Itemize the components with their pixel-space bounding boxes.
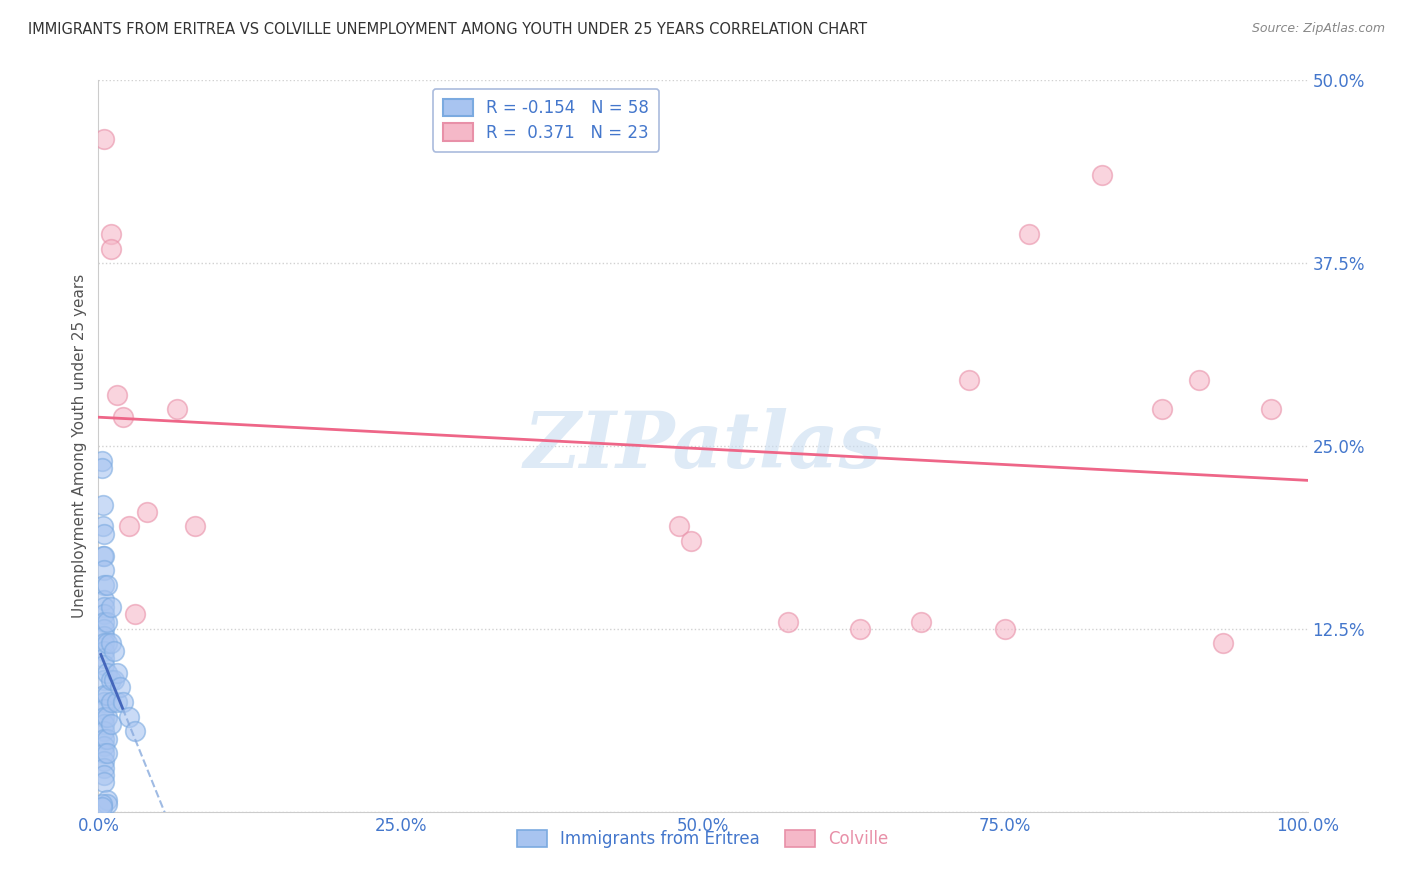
Point	[93, 724, 115, 739]
Point	[93, 746, 115, 760]
Point	[93, 622, 115, 636]
Point	[91, 797, 114, 812]
Point	[91, 800, 114, 814]
Point	[93, 731, 115, 746]
Point	[96, 636, 118, 650]
Point	[135, 505, 157, 519]
Point	[93, 549, 115, 563]
Point	[849, 622, 872, 636]
Point	[93, 775, 115, 789]
Point	[100, 673, 122, 687]
Point	[93, 615, 115, 629]
Point	[994, 622, 1017, 636]
Text: IMMIGRANTS FROM ERITREA VS COLVILLE UNEMPLOYMENT AMONG YOUTH UNDER 25 YEARS CORR: IMMIGRANTS FROM ERITREA VS COLVILLE UNEM…	[28, 22, 868, 37]
Point	[96, 709, 118, 723]
Point	[93, 636, 115, 650]
Point	[96, 746, 118, 760]
Point	[910, 615, 932, 629]
Point	[96, 797, 118, 812]
Point	[93, 761, 115, 775]
Point	[184, 519, 207, 533]
Point	[93, 688, 115, 702]
Point	[91, 461, 114, 475]
Point	[91, 519, 114, 533]
Point	[100, 242, 122, 256]
Point	[1212, 636, 1234, 650]
Y-axis label: Unemployment Among Youth under 25 years: Unemployment Among Youth under 25 years	[72, 274, 87, 618]
Point	[93, 599, 115, 614]
Point	[100, 695, 122, 709]
Point	[93, 651, 115, 665]
Point	[124, 724, 146, 739]
Point	[111, 409, 134, 424]
Text: Source: ZipAtlas.com: Source: ZipAtlas.com	[1251, 22, 1385, 36]
Point	[105, 388, 128, 402]
Legend: Immigrants from Eritrea, Colville: Immigrants from Eritrea, Colville	[510, 823, 896, 855]
Point	[93, 578, 115, 592]
Point	[1152, 402, 1174, 417]
Point	[679, 534, 702, 549]
Point	[103, 644, 125, 658]
Point	[100, 599, 122, 614]
Point	[96, 665, 118, 680]
Point	[118, 709, 141, 723]
Point	[1260, 402, 1282, 417]
Point	[93, 717, 115, 731]
Point	[100, 227, 122, 241]
Point	[111, 695, 134, 709]
Point	[96, 731, 118, 746]
Point	[776, 615, 799, 629]
Point	[96, 578, 118, 592]
Point	[91, 498, 114, 512]
Point	[93, 695, 115, 709]
Point	[105, 665, 128, 680]
Point	[668, 519, 690, 533]
Point	[93, 739, 115, 753]
Point	[118, 519, 141, 533]
Point	[108, 681, 131, 695]
Point	[100, 636, 122, 650]
Point	[93, 607, 115, 622]
Point	[103, 673, 125, 687]
Point	[93, 658, 115, 673]
Point	[105, 695, 128, 709]
Point	[91, 549, 114, 563]
Point	[93, 629, 115, 643]
Point	[93, 644, 115, 658]
Point	[957, 373, 980, 387]
Point	[100, 717, 122, 731]
Point	[124, 607, 146, 622]
Point	[96, 688, 118, 702]
Point	[93, 702, 115, 716]
Point	[96, 793, 118, 807]
Point	[93, 563, 115, 577]
Point	[93, 709, 115, 723]
Point	[93, 132, 115, 146]
Point	[96, 615, 118, 629]
Point	[166, 402, 188, 417]
Point	[93, 592, 115, 607]
Point	[1091, 169, 1114, 183]
Point	[93, 754, 115, 768]
Point	[91, 453, 114, 467]
Point	[93, 526, 115, 541]
Text: ZIPatlas: ZIPatlas	[523, 408, 883, 484]
Point	[1018, 227, 1040, 241]
Point	[93, 673, 115, 687]
Point	[93, 768, 115, 782]
Point	[1188, 373, 1211, 387]
